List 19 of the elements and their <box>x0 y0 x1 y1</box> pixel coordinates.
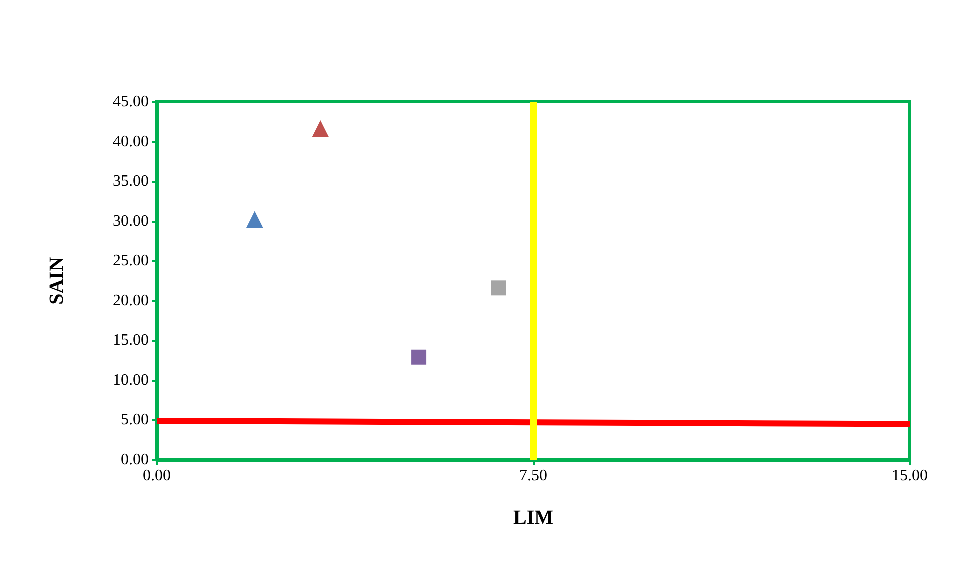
y-tick-label: 25.00 <box>113 252 149 270</box>
y-tick-label: 20.00 <box>113 292 149 310</box>
x-tick-label: 0.00 <box>143 468 171 484</box>
y-tick-label: 30.00 <box>113 212 149 230</box>
y-tick-label: 15.00 <box>113 332 149 350</box>
y-tick-label: 40.00 <box>113 133 149 150</box>
x-tick-label: 15.00 <box>892 468 928 484</box>
y-axis-title: SAIN <box>46 256 68 305</box>
x-axis-title: LIM <box>514 507 554 529</box>
y-tick-label: 10.00 <box>113 372 149 389</box>
x-tick-label: 7.50 <box>520 468 548 484</box>
y-tick-label: 35.00 <box>113 173 149 190</box>
y-tick-label: 5.00 <box>121 412 149 429</box>
y-tick-label: 45.00 <box>113 94 149 110</box>
y-tick-label: 0.00 <box>121 452 149 468</box>
point <box>246 211 264 228</box>
point <box>412 350 427 365</box>
point <box>312 120 330 138</box>
point <box>491 280 506 296</box>
